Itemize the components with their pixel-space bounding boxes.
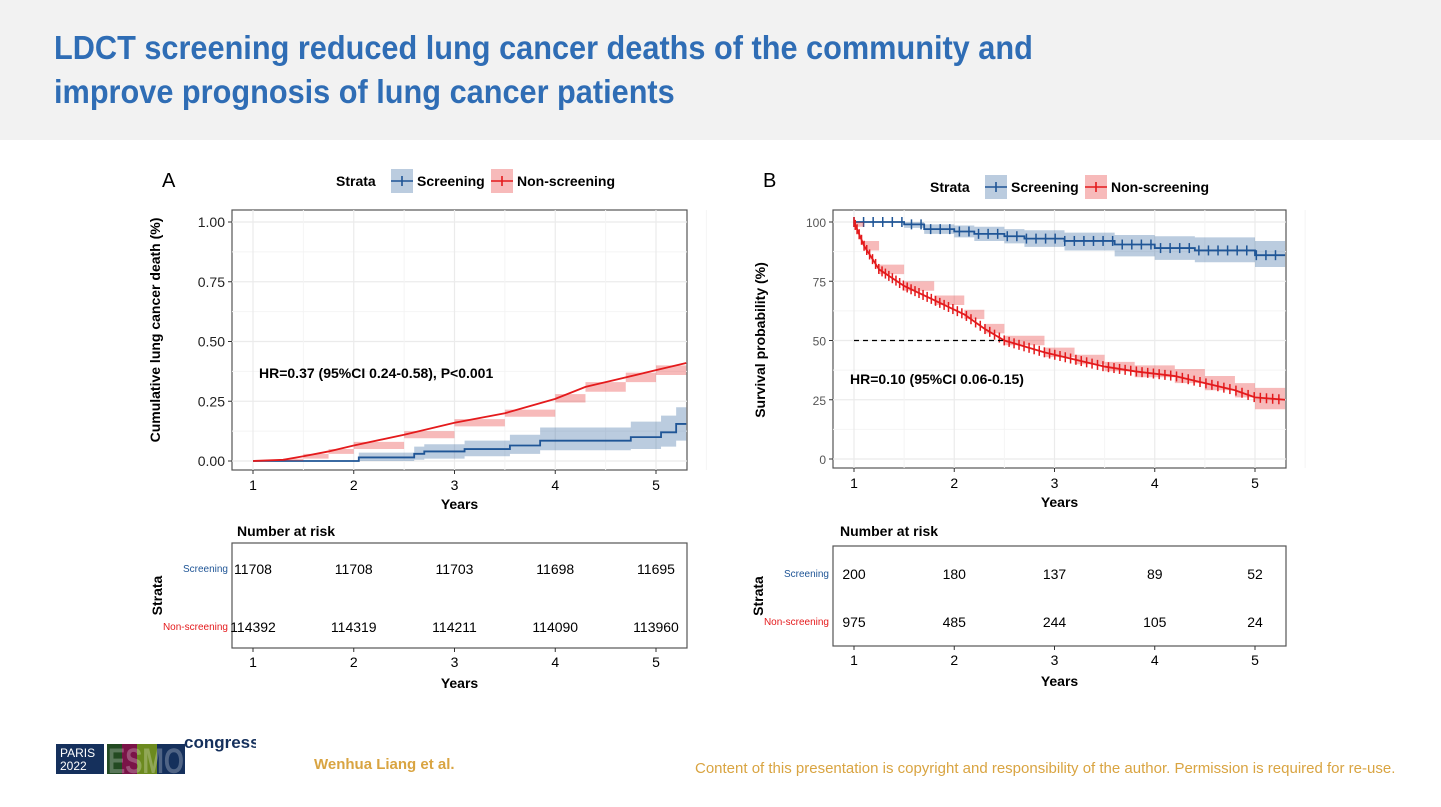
y-tick-label: 25 [813,394,827,408]
risk-y-axis-label: Strata [149,575,165,615]
svg-text:congress: congress [184,736,256,752]
copyright-notice: Content of this presentation is copyrigh… [695,760,1396,777]
risk-x-axis-label: Years [441,675,479,691]
risk-value: 11703 [436,561,474,577]
risk-value: 11708 [234,561,272,577]
legend-label-non-screening: Non-screening [517,173,615,189]
svg-text:ESMO: ESMO [108,742,184,776]
plot-panel [231,209,688,471]
risk-x-tick-label: 5 [1251,652,1259,668]
x-tick-label: 2 [950,475,958,491]
risk-value: 180 [943,566,967,582]
ci-band-screening [854,222,1286,268]
risk-x-tick-label: 3 [1051,652,1059,668]
y-tick-label: 0.25 [198,393,225,409]
risk-y-axis-label: Strata [750,576,766,616]
y-tick-label: 50 [813,335,827,349]
x-tick-label: 4 [551,477,559,493]
risk-x-tick-label: 3 [451,654,459,670]
risk-value: 114392 [230,619,276,635]
risk-value: 52 [1247,566,1263,582]
y-tick-label: 1.00 [198,214,225,230]
risk-value: 113960 [633,619,679,635]
risk-x-tick-label: 1 [249,654,257,670]
title-line-2: improve prognosis of lung cancer patient… [54,73,675,110]
x-tick-label: 5 [1251,475,1259,491]
y-tick-label: 100 [806,216,826,230]
x-tick-label: 3 [1051,475,1059,491]
risk-value: 114090 [532,619,578,635]
risk-table-title: Number at risk [237,523,335,539]
risk-x-axis-label: Years [1041,673,1079,689]
x-tick-label: 5 [652,477,660,493]
risk-value: 11698 [536,561,574,577]
esmo-congress-logo: PARIS 2022 ESMO congress [56,736,256,776]
hazard-ratio-annotation: HR=0.37 (95%CI 0.24-0.58), P<0.001 [259,365,493,381]
risk-value: 11708 [335,561,373,577]
panel-label: A [162,170,176,192]
legend-label-screening: Screening [417,173,485,189]
survival-curve-screening [854,221,1286,257]
svg-text:2022: 2022 [60,759,87,773]
risk-value: 114319 [331,619,377,635]
risk-row-label: Non-screening [764,617,829,628]
risk-x-tick-label: 4 [1151,652,1159,668]
risk-row-label: Screening [784,569,829,580]
risk-value: 137 [1043,566,1067,582]
plot-panel [832,209,1287,469]
svg-text:PARIS: PARIS [60,746,95,760]
survival-curve-non-screening [252,362,687,462]
risk-value: 89 [1147,566,1163,582]
y-tick-label: 0.75 [198,274,225,290]
risk-value: 244 [1043,614,1067,630]
risk-x-tick-label: 5 [652,654,660,670]
legend-title: Strata [930,179,970,195]
legend-title: Strata [336,173,376,189]
risk-value: 485 [943,614,967,630]
y-tick-label: 0 [819,453,826,467]
y-axis-label: Survival probability (%) [752,262,768,418]
x-axis-label: Years [1041,494,1079,510]
risk-value: 11695 [637,561,675,577]
risk-x-tick-label: 2 [950,652,958,668]
risk-value: 24 [1247,614,1263,630]
risk-table-title: Number at risk [840,523,938,539]
x-tick-label: 4 [1151,475,1159,491]
risk-value: 975 [842,614,866,630]
risk-x-tick-label: 2 [350,654,358,670]
x-tick-label: 1 [850,475,858,491]
x-tick-label: 2 [350,477,358,493]
author: Wenhua Liang et al. [314,756,455,773]
x-tick-label: 1 [249,477,257,493]
x-tick-label: 3 [451,477,459,493]
y-tick-label: 0.50 [198,334,225,350]
risk-table-panel [832,545,1287,647]
y-tick-label: 0.00 [198,453,225,469]
hazard-ratio-annotation: HR=0.10 (95%CI 0.06-0.15) [850,371,1024,387]
risk-x-tick-label: 1 [850,652,858,668]
risk-row-label: Screening [183,564,228,575]
survival-curve-screening [253,423,687,462]
panel-label: B [763,170,776,192]
title-line-1: LDCT screening reduced lung cancer death… [54,29,1033,66]
legend-label-screening: Screening [1011,179,1079,195]
legend-label-non-screening: Non-screening [1111,179,1209,195]
risk-value: 105 [1143,614,1167,630]
risk-table-panel [231,542,688,649]
ci-band-screening [253,407,687,461]
x-axis-label: Years [441,496,479,512]
risk-value: 200 [842,566,866,582]
slide-title: LDCT screening reduced lung cancer death… [54,26,1170,114]
risk-x-tick-label: 4 [551,654,559,670]
risk-row-label: Non-screening [163,622,228,633]
title-band [0,0,1441,140]
y-axis-label: Cumulative lung cancer death (%) [147,218,163,443]
risk-value: 114211 [432,619,477,635]
y-tick-label: 75 [813,275,827,289]
